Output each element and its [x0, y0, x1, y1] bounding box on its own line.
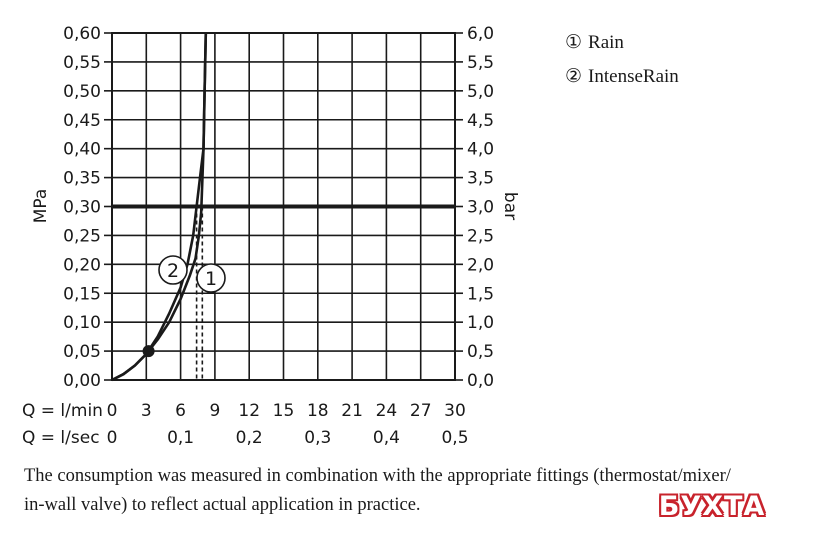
y-left-axis-label: MPa — [31, 189, 51, 224]
y-left-tick-label: 0,00 — [63, 371, 101, 391]
pressure-flow-chart: 12 0,000,050,100,150,200,250,300,350,400… — [22, 24, 679, 448]
legend-label: Rain — [588, 32, 624, 53]
x-lmin-tick-label: 3 — [141, 401, 152, 421]
x-lmin-tick-label: 12 — [238, 401, 260, 421]
x-lmin-axis-label: Q = l/min — [22, 401, 103, 421]
x-lsec-tick-label: 0,5 — [441, 428, 468, 448]
y-left-tick-label: 0,05 — [63, 342, 101, 362]
y-left-tick-label: 0,45 — [63, 111, 101, 131]
x-lsec-tick-label: 0,1 — [167, 428, 194, 448]
y-left-tick-label: 0,30 — [63, 198, 101, 218]
x-lmin-tick-label: 24 — [376, 401, 398, 421]
x-lmin-tick-label: 30 — [444, 401, 466, 421]
y-right-tick-label: 4,0 — [467, 140, 494, 160]
x-lsec-tick-label: 0,4 — [373, 428, 400, 448]
y-right-tick-label: 3,5 — [467, 169, 494, 189]
y-right-tick-label: 1,0 — [467, 313, 494, 333]
legend-symbol: ② — [565, 66, 582, 87]
x-lsec-tick-label: 0 — [107, 428, 118, 448]
caption-line-2: in-wall valve) to reflect actual applica… — [24, 495, 421, 515]
x-lmin-tick-label: 9 — [209, 401, 220, 421]
y-right-tick-label: 6,0 — [467, 24, 494, 44]
y-left-tick-label: 0,15 — [63, 284, 101, 304]
left-axis-ticks: 0,00 0,05 0,10 0,15 0,20 0,25 0,30 0,35 0,40 0,45… — [63, 24, 112, 391]
legend-item-intenserain: ② IntenseRain — [565, 66, 679, 87]
legend: ① Rain ② IntenseRain — [565, 32, 679, 87]
x-lmin-tick-label: 21 — [341, 401, 363, 421]
y-right-tick-label: 5,0 — [467, 82, 494, 102]
y-left-tick-label: 0,35 — [63, 169, 101, 189]
y-left-tick-label: 0,20 — [63, 255, 101, 275]
x-lmin-tick-label: 6 — [175, 401, 186, 421]
legend-symbol: ① — [565, 32, 582, 53]
bottom-axis-ticks: 0 3 6 9 12 15 18 21 24 27 30 0 0,1 0,2 0,3 0,4 0,5 — [107, 401, 469, 448]
y-left-tick-label: 0,10 — [63, 313, 101, 333]
x-lsec-tick-label: 0,3 — [304, 428, 331, 448]
caption-line-1: The consumption was measured in combinat… — [24, 466, 731, 486]
right-axis-ticks: 0,0 0,5 1,0 1,5 2,0 2,5 3,0 3,5 4,0 4,5 5,0 5,5 6,0 — [455, 24, 494, 391]
y-left-tick-label: 0,60 — [63, 24, 101, 44]
brand-logo: БУХТА — [656, 484, 768, 530]
y-right-tick-label: 1,5 — [467, 284, 494, 304]
y-left-tick-label: 0,55 — [63, 53, 101, 73]
series-marker-label: 1 — [205, 268, 217, 290]
y-right-tick-label: 2,5 — [467, 226, 494, 246]
y-right-axis-label: bar — [500, 192, 520, 220]
series-marker-circle — [196, 263, 226, 293]
caption: The consumption was measured in combinat… — [24, 462, 824, 520]
y-left-tick-label: 0,40 — [63, 140, 101, 160]
series-marker-circle — [158, 255, 188, 285]
y-right-tick-label: 4,5 — [467, 111, 494, 131]
y-right-tick-label: 0,0 — [467, 371, 494, 391]
y-right-tick-label: 3,0 — [467, 198, 494, 218]
x-lmin-tick-label: 27 — [410, 401, 432, 421]
x-lmin-tick-label: 15 — [273, 401, 295, 421]
legend-label: IntenseRain — [588, 66, 679, 87]
y-right-tick-label: 5,5 — [467, 53, 494, 73]
plot-area: 12 — [111, 32, 455, 382]
x-lmin-tick-label: 0 — [107, 401, 118, 421]
y-right-tick-label: 0,5 — [467, 342, 494, 362]
y-right-tick-label: 2,0 — [467, 255, 494, 275]
x-lsec-axis-label: Q = l/sec — [22, 428, 100, 448]
y-left-tick-label: 0,25 — [63, 226, 101, 246]
y-left-tick-label: 0,50 — [63, 82, 101, 102]
marker-point — [142, 345, 155, 358]
legend-item-rain: ① Rain — [565, 32, 624, 53]
series-marker-label: 2 — [167, 260, 179, 282]
x-lsec-tick-label: 0,2 — [236, 428, 263, 448]
x-lmin-tick-label: 18 — [307, 401, 329, 421]
